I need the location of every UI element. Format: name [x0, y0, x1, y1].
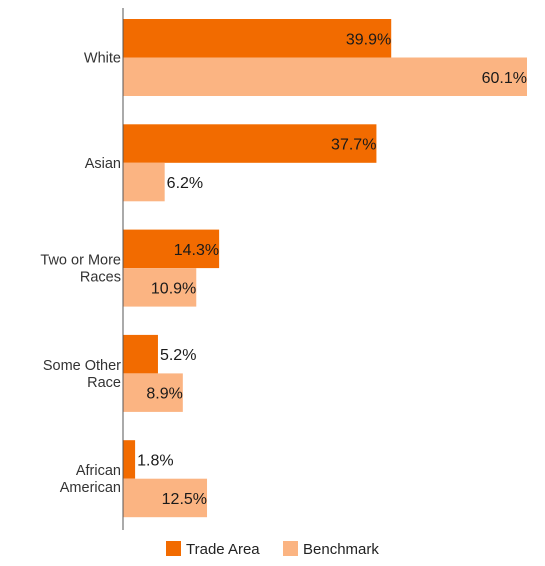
value-labels-layer: 39.9% 60.1% 37.7% 6.2% 14.3% 10.9% 5.2% 8.9% 1.8…: [137, 31, 527, 508]
value-label-trade-area-4: 1.8%: [137, 452, 173, 469]
category-label-2: Two or More Races: [40, 253, 121, 286]
value-label-trade-area-3: 5.2%: [160, 347, 196, 364]
category-label-line: Races: [80, 270, 121, 286]
bar-benchmark-3: [123, 373, 183, 412]
bar-trade-area-1: [123, 124, 377, 163]
category-label-3: Some Other Race: [43, 358, 121, 391]
legend-label-trade-area: Trade Area: [186, 541, 260, 558]
bar-benchmark-4: [123, 478, 208, 518]
bar-trade-area-2: [123, 229, 220, 269]
category-label-line: Asian: [85, 156, 121, 172]
category-label-1: Asian: [85, 156, 121, 172]
bar-trade-area-3: [123, 334, 158, 374]
category-label-line: American: [60, 480, 121, 496]
value-label-benchmark-4: 12.5%: [162, 491, 207, 508]
legend: Trade Area Benchmark: [166, 541, 379, 558]
category-label-line: White: [84, 51, 121, 67]
value-label-benchmark-2: 10.9%: [151, 280, 196, 297]
category-label-line: African: [76, 463, 121, 479]
category-label-line: Two or More: [40, 253, 121, 269]
category-label-4: African American: [60, 463, 121, 496]
value-label-benchmark-1: 6.2%: [167, 175, 203, 192]
value-label-trade-area-1: 37.7%: [331, 137, 376, 154]
category-label-line: Race: [87, 375, 121, 391]
value-label-trade-area-0: 39.9%: [346, 31, 391, 48]
bar-benchmark-2: [123, 268, 197, 307]
category-label-0: White: [84, 51, 121, 67]
legend-swatch-benchmark: [283, 541, 298, 556]
category-label-line: Some Other: [43, 358, 121, 374]
value-label-benchmark-3: 8.9%: [146, 386, 182, 403]
legend-label-benchmark: Benchmark: [303, 541, 379, 558]
bar-benchmark-1: [123, 162, 165, 202]
bar-trade-area-0: [123, 19, 392, 58]
bar-benchmark-0: [123, 57, 527, 96]
legend-swatch-trade-area: [166, 541, 181, 556]
value-label-benchmark-0: 60.1%: [482, 70, 527, 87]
bar-trade-area-4: [123, 440, 136, 479]
bars-layer: [123, 19, 527, 518]
value-label-trade-area-2: 14.3%: [174, 242, 219, 259]
